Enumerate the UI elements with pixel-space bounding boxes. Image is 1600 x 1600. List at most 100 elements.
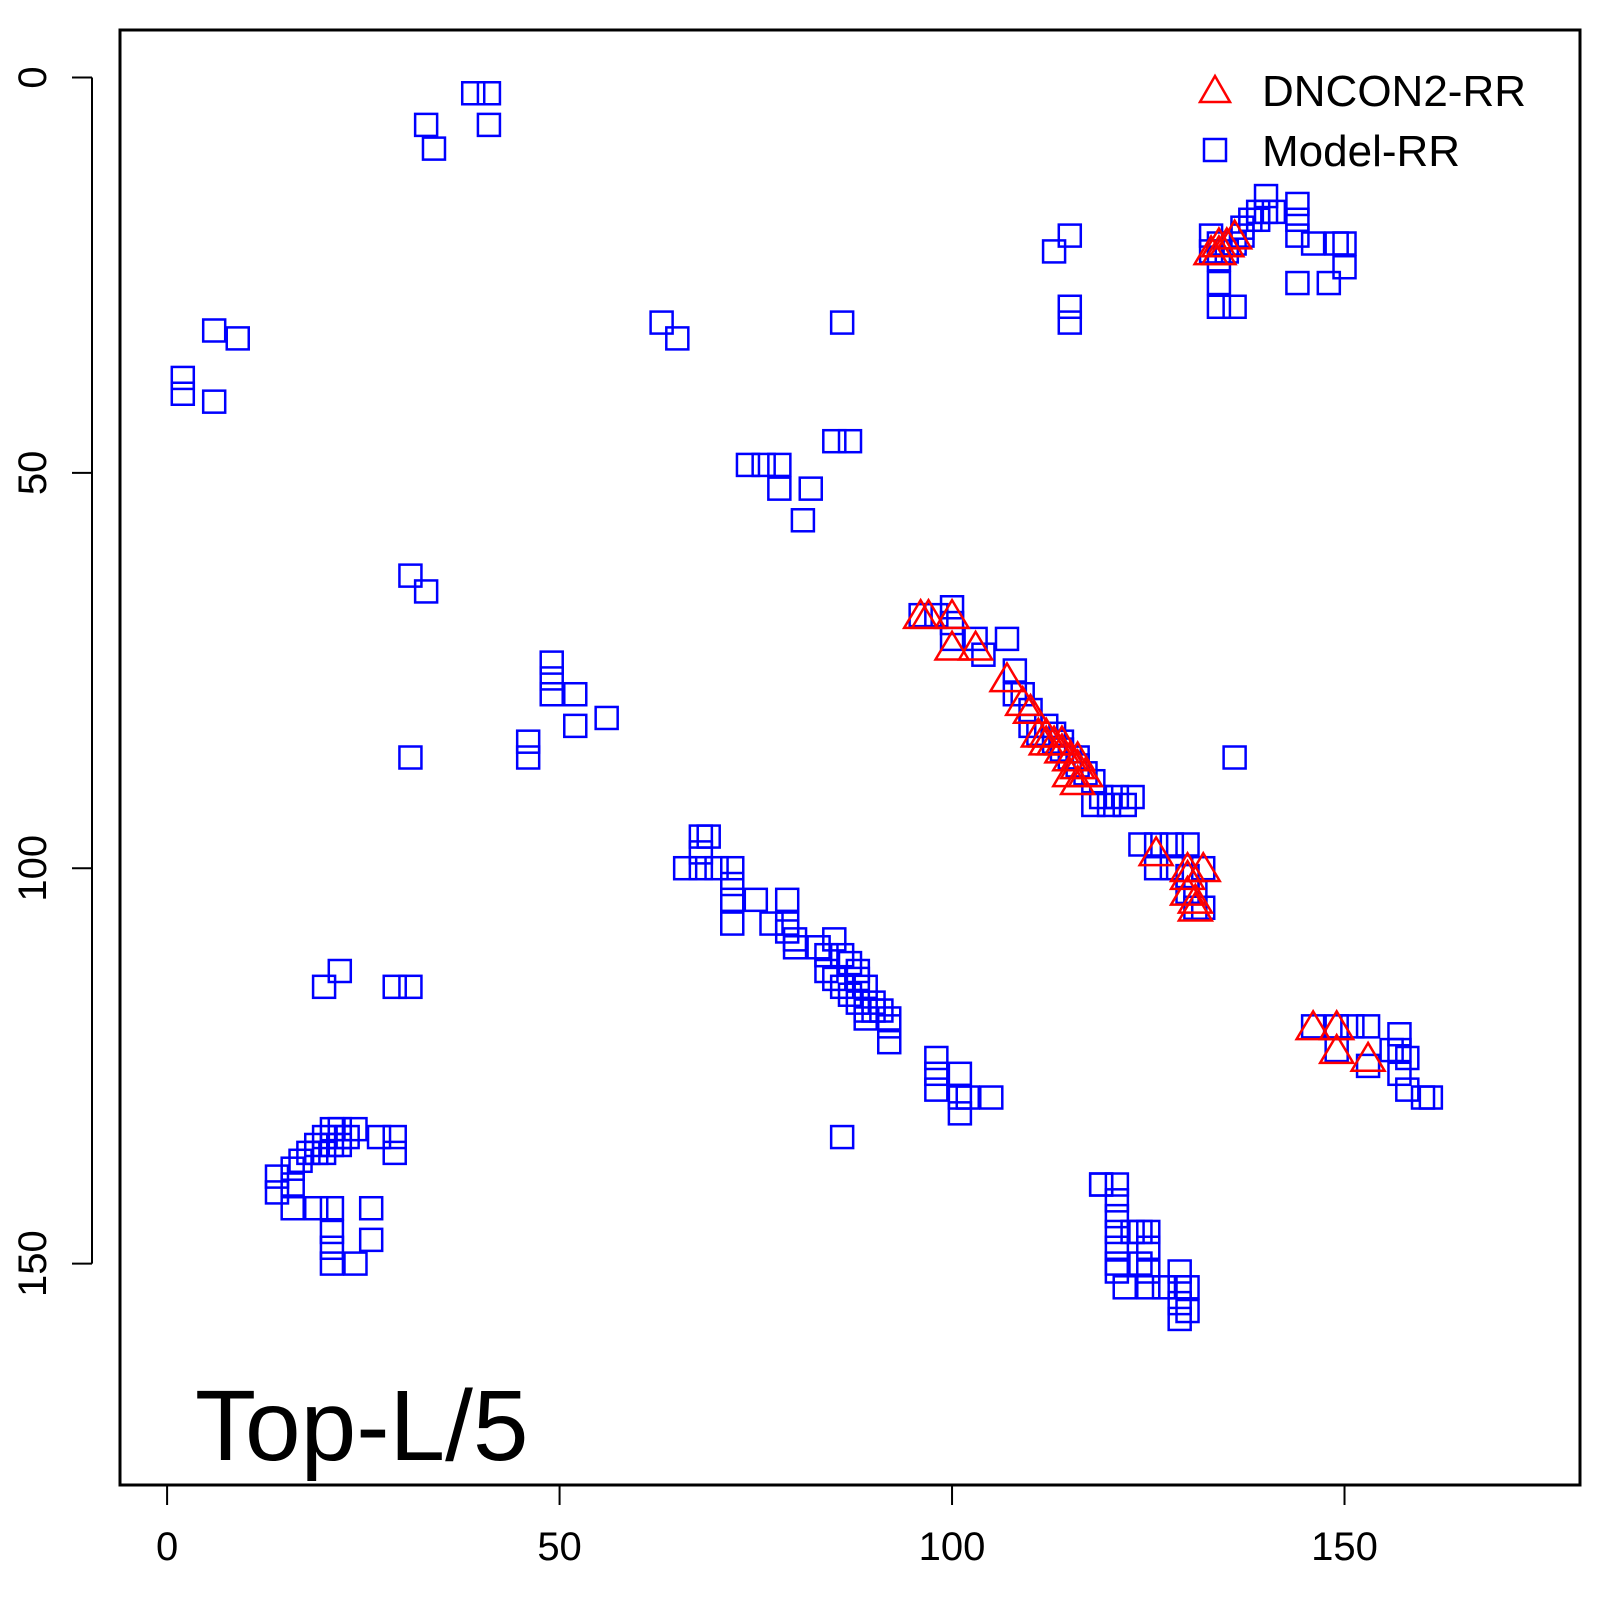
model-rr-point — [845, 958, 871, 984]
model-rr-point — [398, 563, 423, 588]
model-rr-point — [366, 1124, 392, 1150]
model-rr-point — [280, 1156, 305, 1181]
x-tick-label: 0 — [156, 1525, 178, 1569]
model-rr-point — [837, 428, 863, 454]
model-rr-point — [327, 958, 353, 984]
model-rr-point — [1300, 231, 1326, 256]
model-rr-point — [327, 1116, 353, 1142]
model-rr-point — [1324, 231, 1349, 256]
model-rr-point — [1057, 223, 1083, 248]
model-rr-series — [170, 81, 1444, 1332]
model-rr-point — [296, 1140, 321, 1166]
model-rr-point — [1167, 1259, 1192, 1284]
model-rr-point — [1395, 1045, 1420, 1071]
y-tick-label: 0 — [11, 66, 55, 88]
dncon2-rr-point — [1168, 858, 1207, 891]
model-rr-point — [1300, 1014, 1326, 1039]
model-rr-point — [837, 950, 863, 976]
model-rr-point — [720, 887, 745, 913]
model-rr-point — [460, 81, 486, 106]
model-rr-point — [876, 1006, 902, 1031]
y-tick-label: 50 — [11, 451, 55, 496]
model-rr-point — [751, 452, 776, 478]
model-rr-point — [319, 1251, 345, 1276]
model-rr-point — [876, 1014, 902, 1039]
model-rr-point — [767, 476, 792, 501]
model-rr-point — [303, 1140, 329, 1166]
model-rr-point — [170, 365, 196, 391]
model-rr-point — [853, 1006, 878, 1031]
model-rr-point — [303, 1132, 329, 1158]
y-axis: 0 50 100 150 — [11, 66, 93, 1297]
model-rr-point — [861, 998, 886, 1023]
model-rr-point — [358, 1227, 384, 1253]
model-rr-point — [743, 887, 769, 913]
model-rr-point — [822, 966, 847, 992]
model-rr-point — [1104, 1172, 1130, 1197]
model-rr-point — [822, 428, 847, 454]
model-rr-point — [1088, 784, 1114, 810]
model-rr-point — [1175, 1298, 1200, 1324]
model-rr-point — [1057, 294, 1083, 320]
model-rr-point — [1167, 1306, 1192, 1332]
model-rr-point — [1104, 1259, 1130, 1284]
model-rr-point — [343, 1116, 368, 1142]
model-rr-point — [515, 729, 541, 754]
dncon2-rr-point — [1027, 716, 1065, 748]
model-rr-point — [939, 595, 965, 620]
dncon2-rr-point — [1003, 684, 1042, 717]
model-rr-point — [539, 666, 564, 691]
model-rr-point — [947, 1101, 973, 1126]
model-rr-point — [311, 1124, 337, 1150]
legend-square-icon — [1202, 137, 1228, 163]
model-rr-point — [1104, 1251, 1130, 1276]
dncon2-rr-point — [1317, 1032, 1356, 1065]
dncon2-rr-point — [956, 629, 995, 661]
model-rr-point — [1206, 294, 1232, 320]
model-rr-point — [1253, 199, 1279, 225]
model-rr-point — [782, 927, 808, 952]
dncon2-rr-point — [1058, 747, 1097, 780]
model-rr-point — [704, 855, 729, 881]
model-rr-point — [947, 1085, 973, 1110]
model-rr-point — [767, 452, 792, 478]
model-rr-point — [822, 927, 847, 952]
model-rr-point — [1104, 1219, 1130, 1245]
model-rr-point — [876, 1029, 902, 1055]
model-rr-point — [853, 974, 878, 1000]
model-rr-point — [1120, 784, 1145, 810]
model-rr-point — [311, 974, 337, 1000]
model-rr-point — [1285, 223, 1310, 248]
model-rr-point — [280, 1172, 305, 1197]
model-rr-point — [382, 1124, 407, 1150]
model-rr-point — [1128, 1219, 1153, 1245]
model-rr-point — [829, 310, 855, 335]
model-rr-point — [947, 1061, 973, 1087]
model-rr-point — [319, 1219, 345, 1245]
model-rr-point — [720, 911, 745, 936]
model-rr-point — [1332, 231, 1357, 256]
model-rr-point — [398, 974, 423, 1000]
dncon2-rr-series — [901, 218, 1387, 1072]
model-rr-point — [1387, 1037, 1412, 1063]
dncon2-rr-point — [1137, 834, 1175, 867]
model-rr-point — [1088, 1172, 1114, 1197]
model-rr-point — [963, 626, 988, 652]
model-rr-point — [563, 713, 588, 739]
model-rr-point — [264, 1164, 290, 1189]
model-rr-point — [288, 1148, 313, 1174]
dncon2-rr-point — [933, 629, 971, 661]
x-tick-label: 100 — [919, 1525, 986, 1569]
model-rr-point — [829, 974, 855, 1000]
model-rr-point — [1206, 270, 1232, 296]
model-rr-point — [1112, 1275, 1137, 1300]
dncon2-rr-point — [1349, 1040, 1387, 1072]
model-rr-point — [979, 1085, 1004, 1110]
model-rr-point — [759, 911, 784, 936]
plot-frame — [118, 28, 1582, 1487]
model-rr-point — [1104, 1188, 1130, 1213]
dncon2-rr-point — [1200, 233, 1238, 266]
dncon2-rr-point — [1058, 763, 1097, 796]
model-rr-point — [343, 1251, 368, 1276]
plot-annotation: Top-L/5 — [195, 1370, 529, 1482]
